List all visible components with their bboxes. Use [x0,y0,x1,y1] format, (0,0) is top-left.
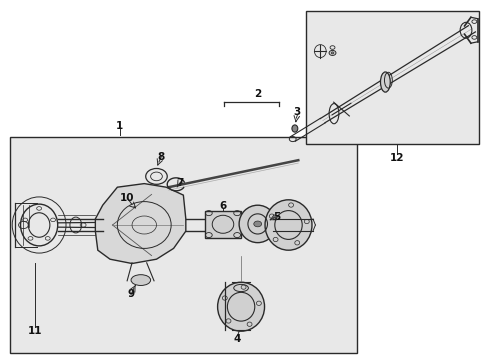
Text: 11: 11 [28,326,42,336]
Ellipse shape [239,205,276,243]
Text: 7: 7 [176,178,183,188]
Text: 4: 4 [233,334,241,344]
Ellipse shape [217,282,264,331]
Text: 2: 2 [254,89,261,99]
Ellipse shape [330,52,333,54]
Ellipse shape [291,125,297,132]
Text: 3: 3 [293,107,300,117]
Ellipse shape [253,221,261,227]
Bar [305,11,478,144]
Text: 6: 6 [220,201,226,211]
Text: 10: 10 [120,193,134,203]
Text: 1: 1 [116,121,123,131]
Text: 12: 12 [389,153,404,163]
Ellipse shape [131,275,150,285]
Text: 5: 5 [273,212,280,222]
Ellipse shape [380,72,389,92]
Text: 9: 9 [127,289,134,300]
Polygon shape [95,184,185,264]
Bar [10,137,356,353]
Text: 8: 8 [158,152,164,162]
Ellipse shape [264,200,311,250]
Bar [205,211,240,238]
